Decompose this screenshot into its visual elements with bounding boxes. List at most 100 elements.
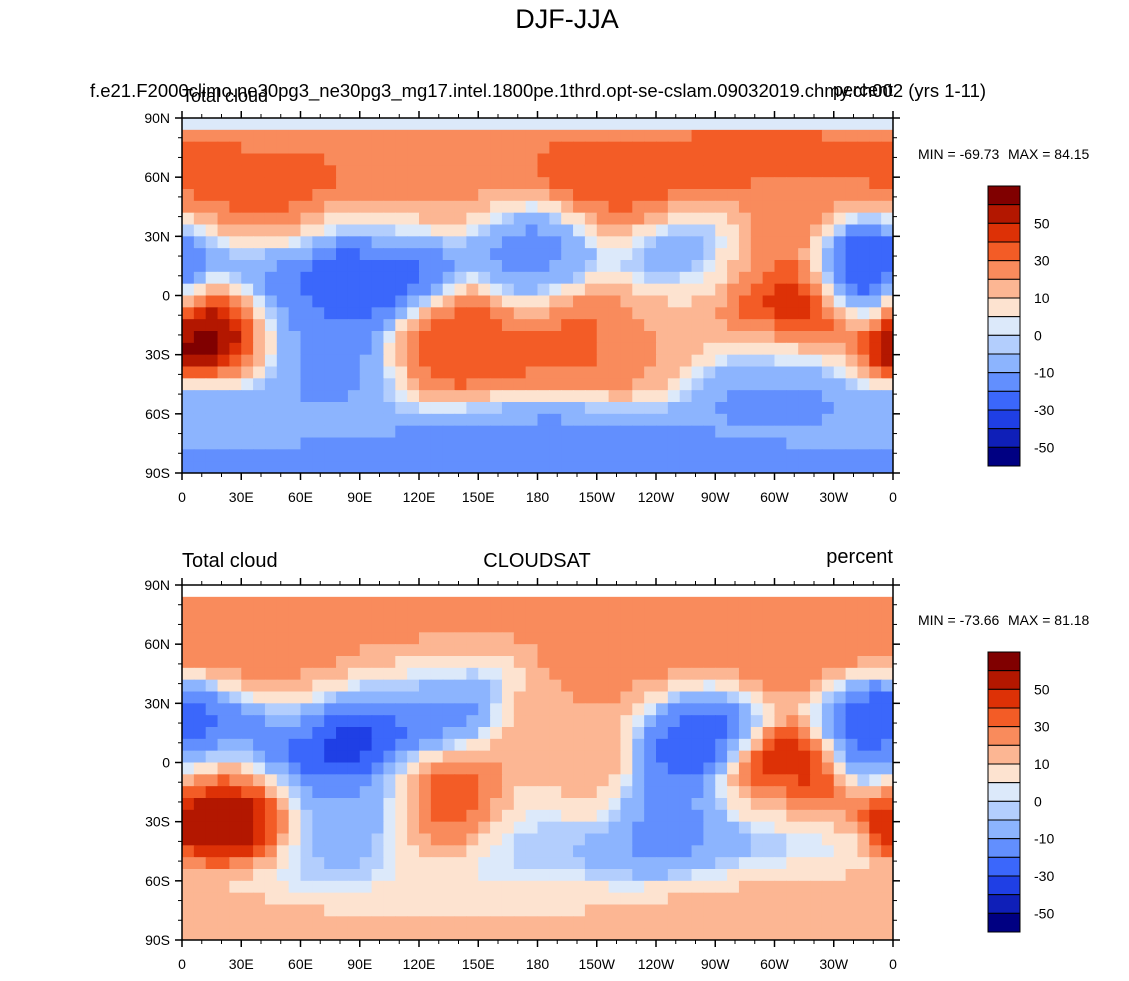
heatmap-cell (786, 271, 799, 285)
heatmap-cell (798, 703, 811, 716)
heatmap-cell (762, 679, 776, 693)
heatmap-cell (501, 679, 515, 693)
heatmap-cell (833, 331, 847, 344)
heatmap-cell (774, 916, 787, 929)
heatmap-cell (537, 342, 550, 356)
heatmap-cell (774, 833, 787, 846)
heatmap-cell (395, 165, 408, 178)
heatmap-cell (324, 189, 337, 202)
heatmap-cell (383, 738, 396, 752)
heatmap-cell (537, 413, 550, 427)
heatmap-cell (407, 620, 420, 633)
heatmap-cell (347, 260, 361, 273)
heatmap-cell (193, 632, 207, 645)
heatmap-cell (276, 738, 290, 752)
heatmap-cell (276, 331, 290, 344)
heatmap-cell (679, 869, 693, 882)
heatmap-cell (501, 656, 515, 669)
heatmap-cell (667, 129, 681, 143)
heatmap-cell (620, 378, 633, 391)
heatmap-cell (288, 224, 302, 237)
heatmap-cell (205, 809, 219, 823)
heatmap-cell (656, 786, 669, 799)
heatmap-cell (821, 260, 835, 273)
heatmap-cell (632, 750, 645, 764)
heatmap-cell (881, 271, 893, 285)
heatmap-cell (347, 869, 361, 882)
heatmap-cell (762, 667, 776, 681)
heatmap-cell (703, 869, 716, 882)
heatmap-cell (454, 904, 467, 917)
heatmap-cell (703, 786, 716, 799)
heatmap-cell (620, 177, 633, 190)
heatmap-cell (584, 319, 598, 332)
heatmap-cell (300, 703, 313, 716)
heatmap-cell (762, 378, 776, 391)
heatmap-cell (691, 738, 704, 752)
heatmap-cell (549, 437, 562, 450)
heatmap-cell (300, 165, 313, 178)
heatmap-cell (419, 307, 432, 320)
heatmap-cell (229, 153, 242, 166)
heatmap-cell (288, 248, 302, 261)
colorbar-swatch (987, 782, 1021, 802)
heatmap-cell (596, 727, 610, 740)
heatmap-cell (798, 845, 811, 858)
heatmap-cell (407, 248, 420, 261)
heatmap-cell (501, 402, 515, 415)
heatmap-cell (857, 774, 870, 787)
heatmap-cell (561, 236, 574, 249)
heatmap-cell (276, 727, 290, 740)
heatmap-cell (573, 189, 586, 202)
heatmap-cell (857, 402, 870, 415)
heatmap-cell (407, 691, 420, 704)
heatmap-cell (490, 892, 503, 906)
heatmap-cell (359, 821, 373, 835)
heatmap-cell (869, 667, 882, 681)
heatmap-cell (608, 892, 622, 906)
heatmap-cell (561, 904, 574, 917)
heatmap-cell (881, 916, 893, 929)
heatmap-cells-1 (182, 118, 893, 473)
heatmap-cell (276, 679, 290, 693)
x-tick-label: 60E (288, 956, 313, 972)
heatmap-cell (276, 307, 290, 320)
heatmap-cell (442, 786, 456, 799)
heatmap-cell (632, 295, 645, 308)
heatmap-cell (513, 762, 527, 775)
heatmap-cell (821, 715, 835, 728)
heatmap-cell (347, 632, 361, 645)
heatmap-cell (750, 366, 764, 379)
heatmap-cell (703, 390, 716, 403)
heatmap-cell (857, 667, 870, 681)
heatmap-cell (632, 928, 645, 940)
heatmap-cell (620, 738, 633, 752)
heatmap-cell (395, 224, 408, 237)
heatmap-cell (454, 271, 467, 285)
heatmap-cell (324, 644, 337, 657)
heatmap-cell (442, 809, 456, 823)
heatmap-cell (288, 656, 302, 669)
heatmap-cell (501, 869, 515, 882)
heatmap-cell (312, 165, 325, 178)
heatmap-cell (182, 224, 195, 237)
heatmap-cell (466, 667, 479, 681)
heatmap-cell (632, 786, 645, 799)
heatmap-cell (253, 307, 266, 320)
heatmap-cell (442, 153, 456, 166)
heatmap-cell (525, 331, 539, 344)
heatmap-cell (798, 461, 811, 473)
heatmap-cell (573, 307, 586, 320)
heatmap-cell (667, 774, 681, 787)
heatmap-cell (442, 703, 456, 716)
heatmap-cell (513, 620, 527, 633)
heatmap-cell (679, 762, 693, 775)
y-tick-label: 60S (145, 406, 170, 422)
heatmap-cell (371, 738, 385, 752)
heatmap-cell (253, 236, 266, 249)
heatmap-cell (454, 774, 467, 787)
heatmap-cell (513, 798, 527, 811)
heatmap-cell (229, 271, 242, 285)
heatmap-cell (478, 189, 491, 202)
heatmap-cell (537, 762, 550, 775)
